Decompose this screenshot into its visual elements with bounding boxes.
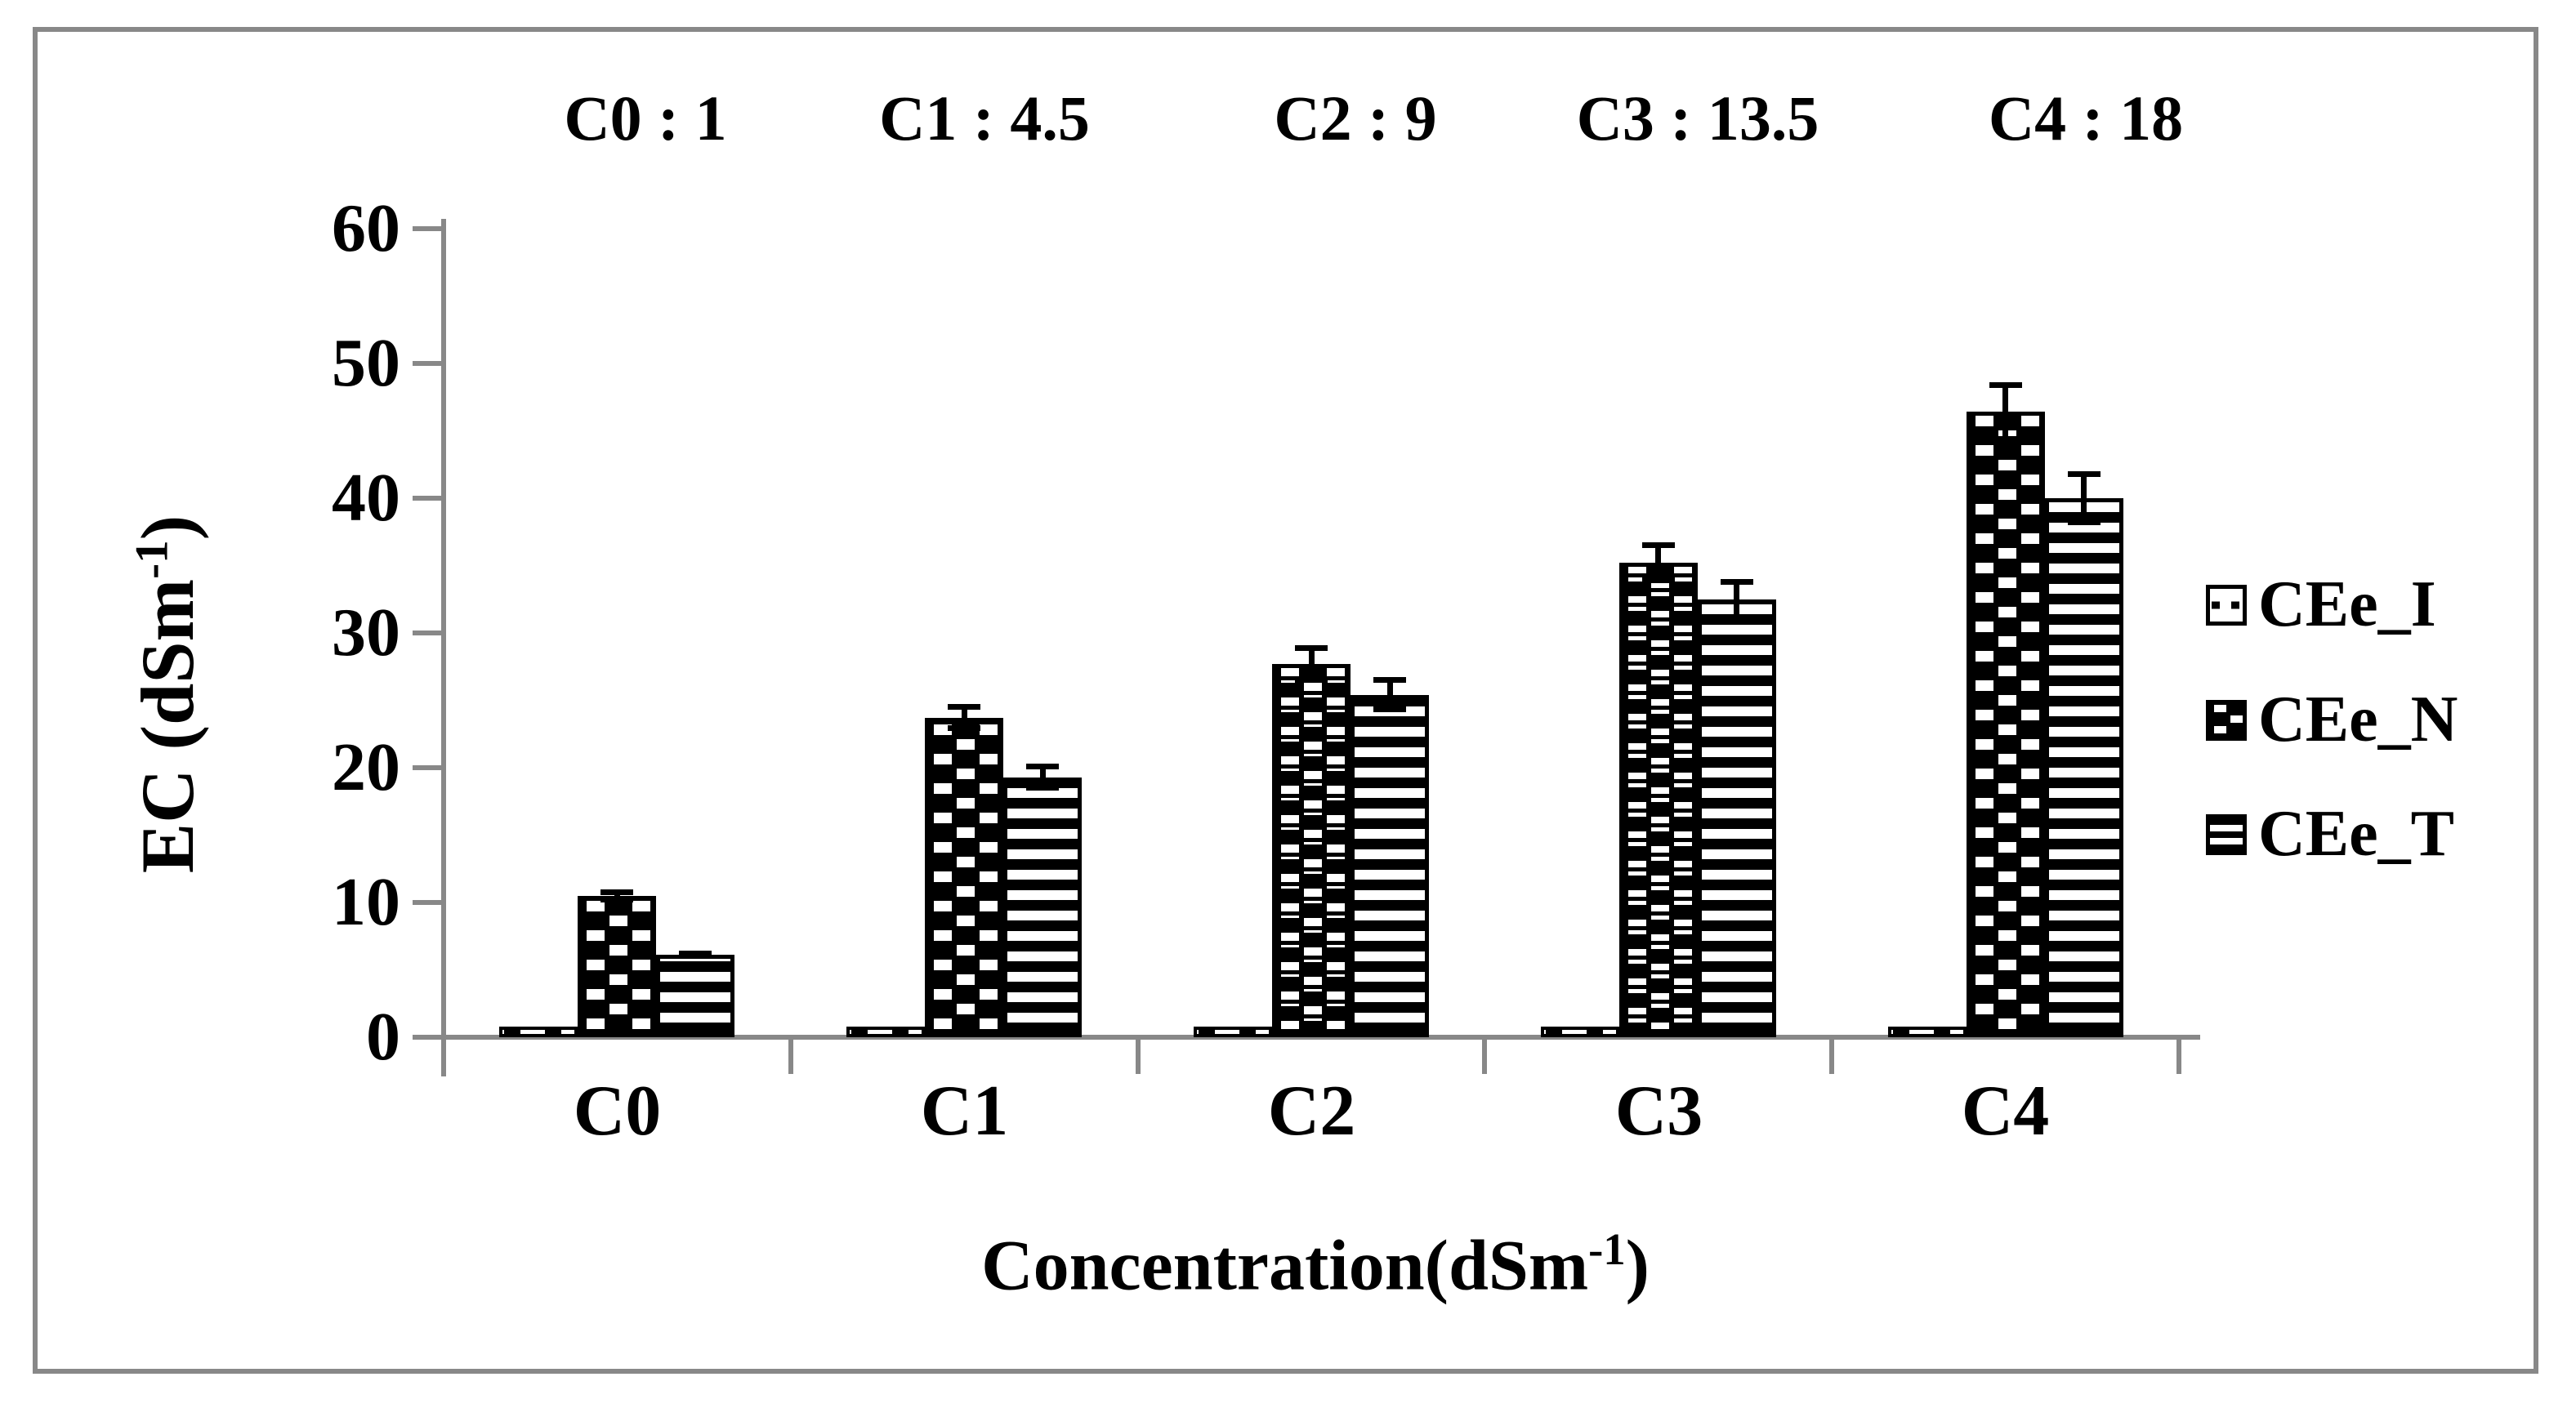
bar-cee-i-c3 bbox=[1540, 1026, 1619, 1037]
x-axis-line bbox=[444, 1035, 2200, 1040]
x-tick-mark bbox=[2176, 1035, 2181, 1074]
errorbar-cee-n-c2-cap-bottom bbox=[1295, 677, 1328, 684]
plot-area bbox=[413, 226, 2181, 1074]
legend-item-cee-t: CEe_T bbox=[2206, 797, 2454, 871]
x-tick-mark bbox=[788, 1035, 793, 1074]
bar-cee-n-c0 bbox=[578, 895, 657, 1037]
errorbar-cee-n-c4-cap-top bbox=[1989, 382, 2022, 389]
errorbar-cee-n-c0-cap-bottom bbox=[600, 897, 634, 902]
annotation-c4: C4 : 18 bbox=[1988, 82, 2184, 154]
errorbar-cee-n-c3-whisker bbox=[1655, 542, 1662, 583]
x-axis-title-close: ) bbox=[1625, 1226, 1650, 1306]
bar-cee-i-c1 bbox=[846, 1026, 926, 1037]
legend-item-cee-i: CEe_I bbox=[2206, 568, 2436, 642]
errorbar-cee-n-c4-cap-bottom bbox=[1989, 435, 2022, 442]
errorbar-cee-t-c1-whisker bbox=[1039, 764, 1046, 791]
errorbar-cee-t-c1-cap-bottom bbox=[1026, 785, 1060, 791]
errorbar-cee-n-c3-cap-bottom bbox=[1641, 577, 1675, 583]
errorbar-cee-n-c1-whisker bbox=[961, 704, 967, 732]
errorbar-cee-n-c0-cap-top bbox=[600, 889, 634, 895]
legend-label-cee-n: CEe_N bbox=[2258, 684, 2458, 755]
legend-swatch-dotted-icon bbox=[2206, 584, 2247, 626]
y-tick-mark bbox=[413, 496, 444, 501]
errorbar-cee-n-c2-cap-top bbox=[1295, 644, 1328, 651]
annotation-c1: C1 : 4.5 bbox=[879, 82, 1090, 154]
x-axis-title-sup: -1 bbox=[1588, 1224, 1626, 1274]
y-axis-title-close: ) bbox=[126, 515, 209, 541]
y-axis-title-sup: -1 bbox=[126, 540, 178, 579]
x-tick-mark bbox=[1482, 1035, 1488, 1074]
legend-label-cee-i: CEe_I bbox=[2258, 568, 2436, 640]
annotation-c2: C2 : 9 bbox=[1274, 82, 1437, 154]
x-tick-mark bbox=[1135, 1035, 1141, 1074]
x-tick-label-c2: C2 bbox=[1267, 1072, 1356, 1151]
y-axis-title: EC (dSm-1) bbox=[124, 515, 211, 874]
annotation-c3: C3 : 13.5 bbox=[1576, 82, 1819, 154]
x-tick-mark bbox=[1829, 1035, 1835, 1074]
y-tick-label-60: 60 bbox=[332, 190, 400, 266]
y-tick-mark bbox=[413, 361, 444, 366]
y-tick-mark bbox=[413, 631, 444, 635]
bar-cee-t-c3 bbox=[1697, 599, 1776, 1037]
errorbar-cee-t-c2-whisker bbox=[1386, 677, 1393, 713]
errorbar-cee-t-c4-cap-top bbox=[2067, 471, 2101, 477]
bar-cee-n-c1 bbox=[925, 717, 1004, 1037]
errorbar-cee-t-c2-cap-top bbox=[1373, 677, 1406, 684]
errorbar-cee-t-c3-whisker bbox=[1734, 579, 1740, 620]
errorbar-cee-n-c2-whisker bbox=[1308, 644, 1315, 684]
y-tick-mark bbox=[413, 765, 444, 770]
errorbar-cee-n-c0-whisker bbox=[614, 889, 620, 902]
bar-cee-t-c0 bbox=[656, 955, 735, 1037]
y-tick-mark bbox=[413, 1035, 444, 1040]
errorbar-cee-t-c4-whisker bbox=[2081, 471, 2087, 525]
bar-cee-t-c4 bbox=[2044, 498, 2123, 1037]
x-axis-title-text: Concentration(dSm bbox=[981, 1226, 1589, 1306]
bar-cee-t-c1 bbox=[1003, 777, 1083, 1037]
bar-cee-i-c4 bbox=[1887, 1026, 1967, 1037]
y-tick-mark bbox=[413, 226, 444, 231]
legend-swatch-hlines-icon bbox=[2206, 813, 2247, 855]
x-tick-label-c3: C3 bbox=[1614, 1072, 1703, 1151]
figure-border bbox=[33, 27, 2538, 1374]
errorbar-cee-t-c2-cap-bottom bbox=[1373, 706, 1406, 713]
bar-cee-n-c3 bbox=[1618, 563, 1698, 1037]
x-tick-label-c0: C0 bbox=[573, 1072, 662, 1151]
x-tick-label-c4: C4 bbox=[1961, 1072, 2050, 1151]
y-tick-label-20: 20 bbox=[332, 729, 400, 805]
x-axis-title: Concentration(dSm-1) bbox=[981, 1223, 1650, 1307]
y-axis-title-text: EC (dSm bbox=[126, 578, 209, 874]
bar-cee-t-c2 bbox=[1351, 694, 1429, 1037]
errorbar-cee-n-c1-cap-bottom bbox=[948, 725, 981, 732]
errorbar-cee-n-c3-cap-top bbox=[1641, 542, 1675, 549]
legend-label-cee-t: CEe_T bbox=[2258, 798, 2454, 870]
bar-cee-n-c4 bbox=[1966, 412, 2045, 1037]
errorbar-cee-t-c3-cap-bottom bbox=[1720, 613, 1753, 620]
bar-cee-i-c0 bbox=[499, 1026, 578, 1037]
errorbar-cee-t-c1-cap-top bbox=[1026, 764, 1060, 770]
y-tick-label-10: 10 bbox=[332, 864, 400, 940]
y-tick-label-40: 40 bbox=[332, 460, 400, 536]
errorbar-cee-t-c4-cap-bottom bbox=[2067, 519, 2101, 525]
x-tick-label-c1: C1 bbox=[920, 1072, 1009, 1151]
bar-cee-n-c2 bbox=[1272, 663, 1351, 1037]
y-tick-label-30: 30 bbox=[332, 595, 400, 671]
errorbar-cee-t-c0-cap-bottom bbox=[679, 953, 712, 960]
legend-item-cee-n: CEe_N bbox=[2206, 683, 2458, 757]
y-tick-label-50: 50 bbox=[332, 325, 400, 401]
legend-swatch-checker-icon bbox=[2206, 699, 2247, 741]
annotation-c0: C0 : 1 bbox=[564, 82, 727, 154]
y-tick-mark bbox=[413, 900, 444, 905]
y-axis-line bbox=[441, 219, 446, 1076]
errorbar-cee-n-c1-cap-top bbox=[948, 704, 981, 711]
bar-cee-i-c2 bbox=[1194, 1026, 1272, 1037]
errorbar-cee-n-c4-whisker bbox=[2002, 382, 2009, 442]
y-tick-label-0: 0 bbox=[366, 999, 400, 1075]
errorbar-cee-t-c3-cap-top bbox=[1720, 579, 1753, 585]
